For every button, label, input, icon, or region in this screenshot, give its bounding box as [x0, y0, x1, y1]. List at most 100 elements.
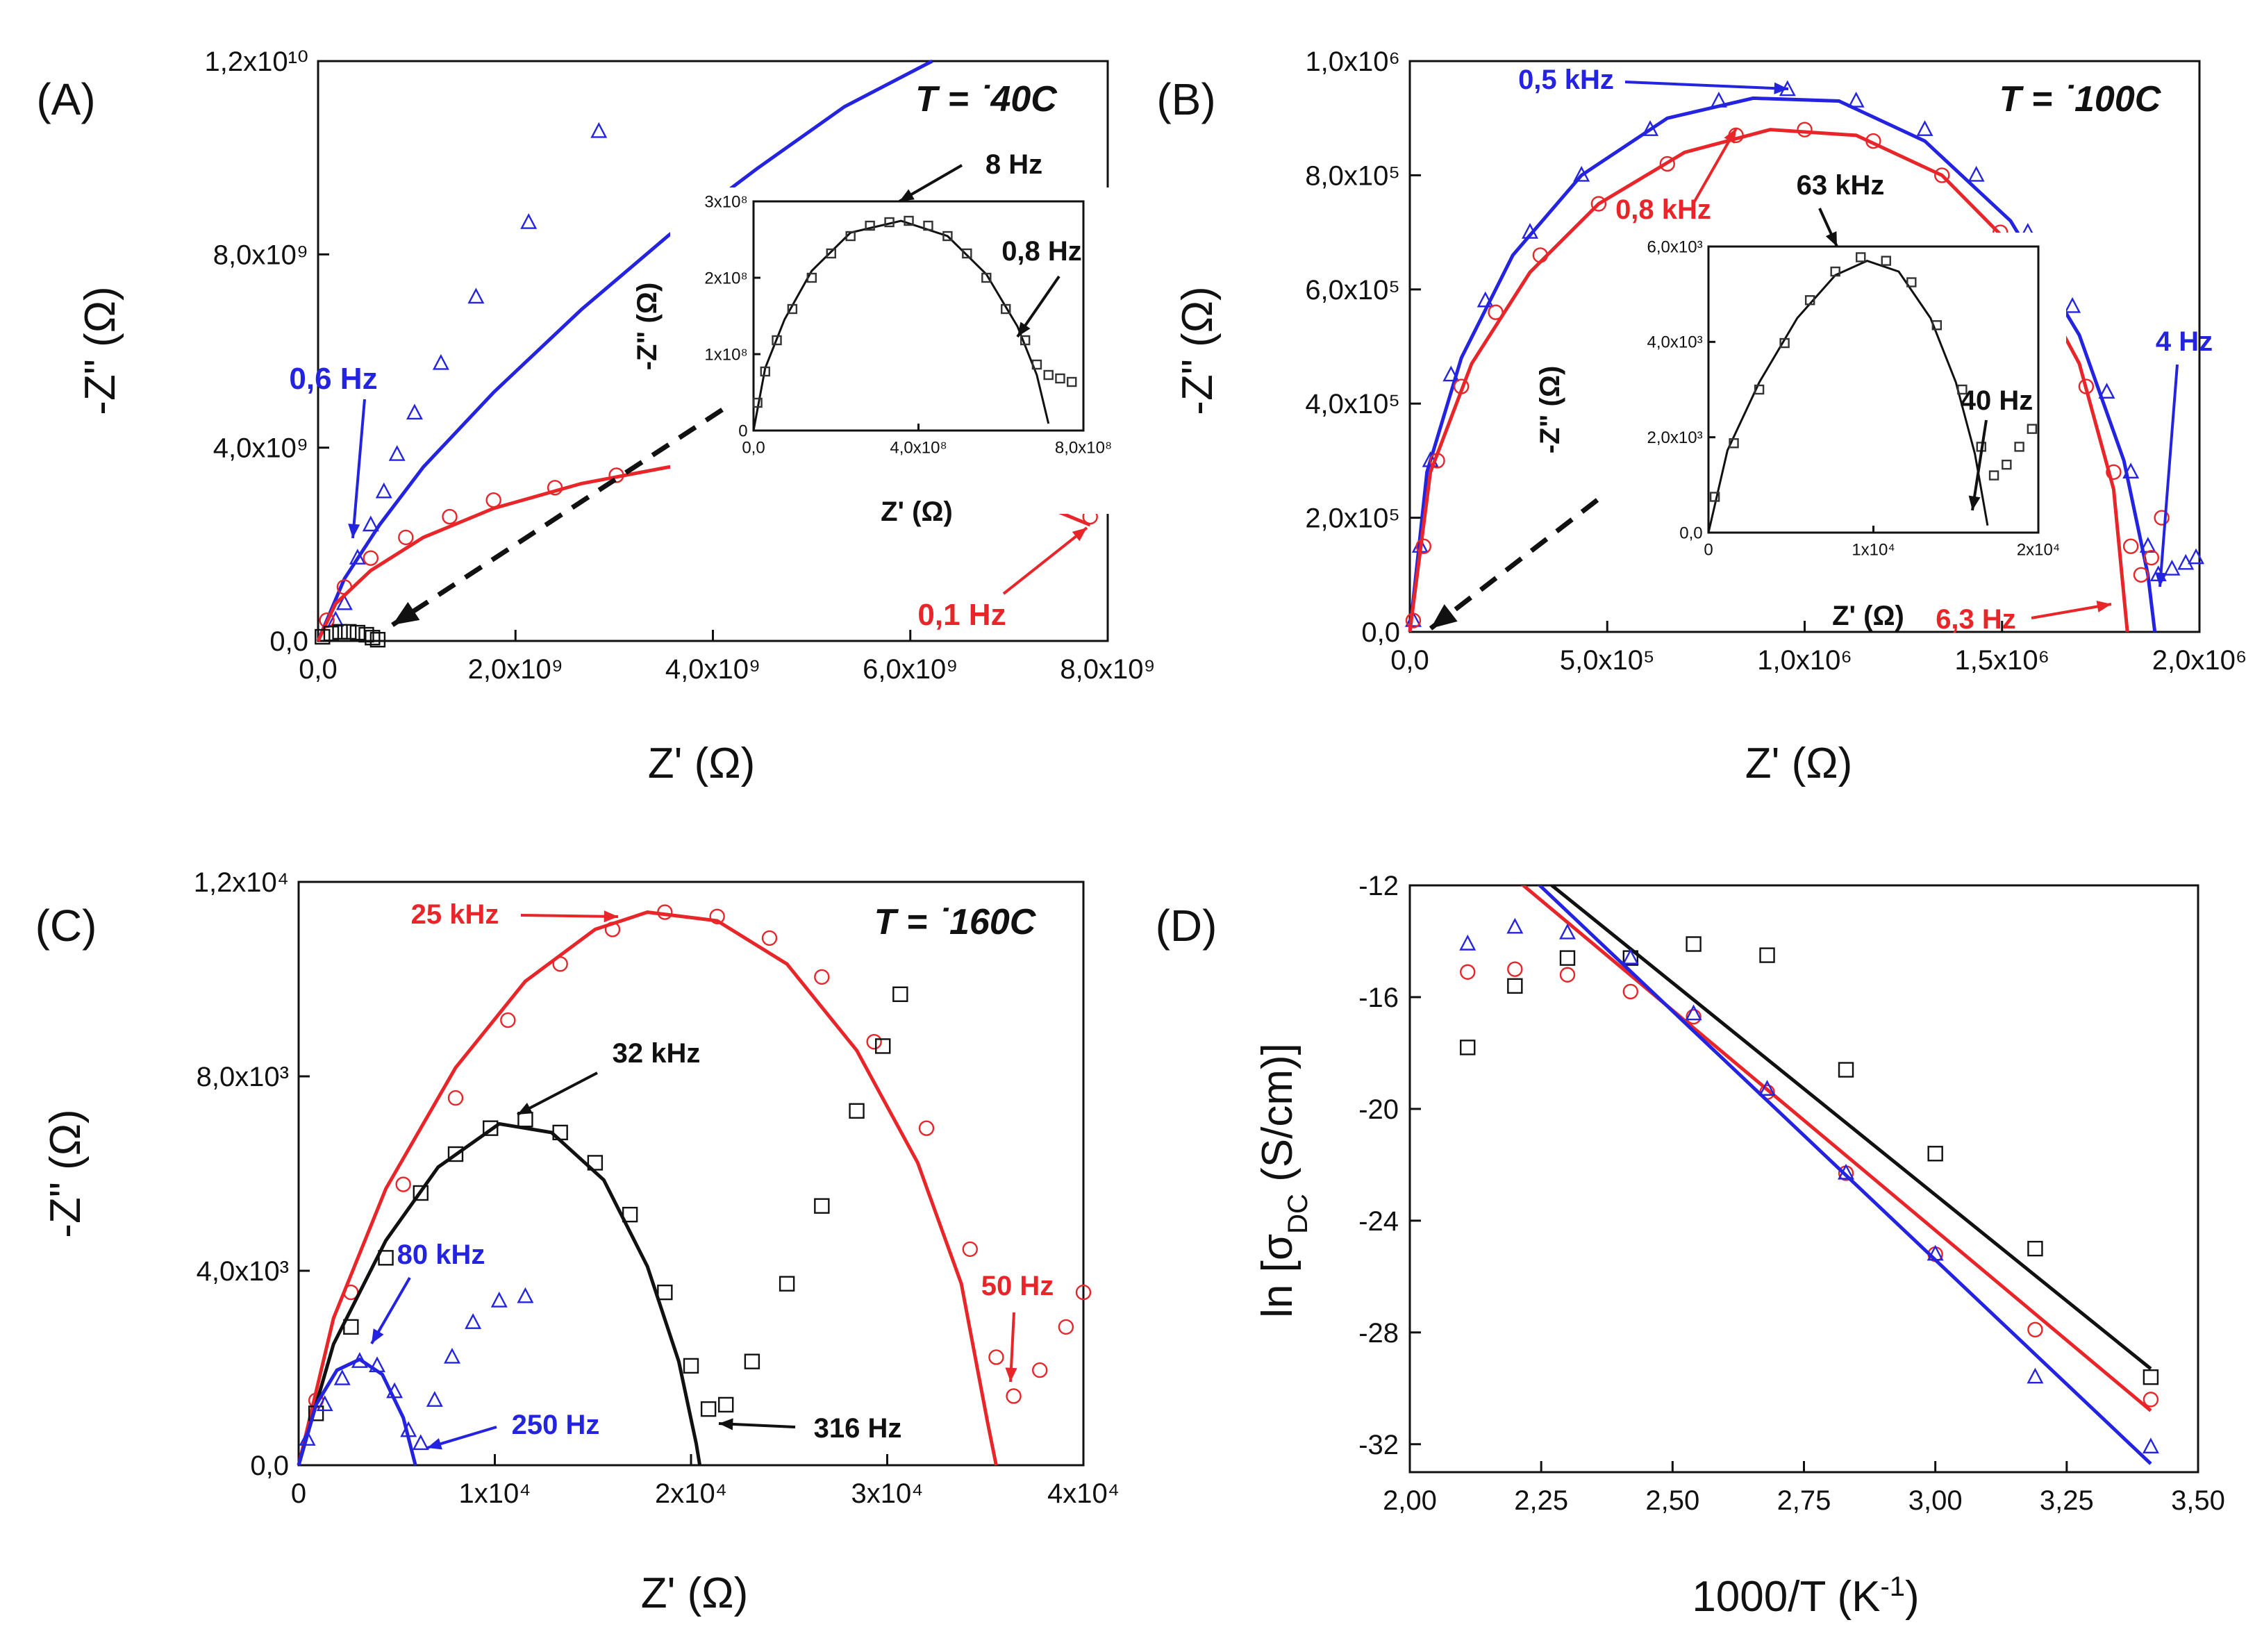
x-tick-label: 8,0x10⁹: [1060, 654, 1155, 685]
data-point-square: [744, 1353, 760, 1369]
data-point-circle: [918, 1120, 935, 1136]
annotation-arrow-40hz: [1971, 419, 1988, 511]
data-point-circle: [709, 908, 725, 924]
data-point-square: [1559, 950, 1576, 966]
x-tick-label: 0,0: [299, 654, 338, 685]
annotation-arrow-32khz: [517, 1071, 598, 1116]
annotation-0-1hz: 0,1 Hz: [917, 598, 1006, 632]
data-point-square: [1507, 978, 1523, 994]
x-tick-label: 2x10⁴: [655, 1478, 727, 1509]
data-point-triangle: [1847, 91, 1865, 108]
data-point-triangle: [1642, 120, 1659, 136]
x-tick-label: 6,0x10⁹: [863, 654, 958, 685]
data-point-triangle: [426, 1391, 443, 1407]
y-tick-label: -20: [1358, 1094, 1399, 1125]
annotation-arrow-25khz: [520, 914, 619, 918]
y-tick-label: 0,0: [250, 1451, 289, 1481]
panel-a: 0,0 2,0x10⁹ 4,0x10⁹ 6,0x10⁹ 8,0x10⁹ 0,0 4,0x10…: [36, 47, 1155, 787]
x-tick-label: 0: [291, 1478, 306, 1509]
data-point-triangle: [1758, 1080, 1776, 1096]
annotation-8hz: 8 Hz: [985, 149, 1042, 180]
data-point-square: [332, 624, 348, 640]
data-point-circle: [1488, 304, 1504, 320]
data-point-triangle: [2188, 548, 2205, 565]
data-point-square: [892, 986, 908, 1002]
data-point-square: [447, 1146, 464, 1162]
inset-y-tick-label: 0: [738, 422, 747, 440]
data-point-square: [1838, 1062, 1854, 1078]
x-tick-label: 2,0x10⁹: [468, 654, 563, 685]
x-tick-label: 3,00: [1908, 1485, 1963, 1516]
data-point-circle: [1075, 1284, 1092, 1301]
fit-line-blue: [1537, 885, 2152, 1465]
x-tick-label: 3,50: [2171, 1485, 2225, 1516]
x-tick-label: 3x10⁴: [851, 1478, 924, 1509]
y-tick-label: -32: [1358, 1430, 1399, 1460]
fit-line-blue: [1408, 96, 2157, 633]
data-point-circle: [1507, 961, 1523, 977]
data-point-circle: [398, 529, 414, 546]
data-point-square: [483, 1120, 499, 1136]
data-point-circle: [1006, 1388, 1022, 1404]
data-point-square: [413, 1185, 429, 1201]
data-point-circle: [552, 956, 568, 972]
data-point-triangle: [1476, 291, 1494, 308]
data-point-triangle: [1459, 934, 1476, 951]
data-point-square: [760, 366, 770, 377]
x-tick-label: 1,0x10⁶: [1757, 645, 1852, 676]
data-point-triangle: [1710, 91, 1727, 108]
data-point-square: [1856, 252, 1866, 262]
y-tick-label: 8,0x10⁵: [1305, 160, 1400, 191]
annotation-80khz: 80 kHz: [397, 1240, 485, 1270]
annotation-arrow-80khz-head: [372, 1328, 384, 1344]
inset-x-tick-label: 0: [1704, 540, 1713, 559]
annotation-arrow-316hz-head: [719, 1418, 733, 1430]
data-point-circle: [2143, 1392, 2159, 1408]
annotation-arrow-0-6hz-head: [348, 524, 360, 538]
inset-pointer-arrow: [391, 408, 724, 627]
data-point-circle: [988, 1349, 1004, 1365]
data-point-square: [587, 1155, 604, 1171]
data-point-square: [779, 1276, 795, 1292]
inset-background: [1625, 233, 2066, 616]
data-point-square: [1460, 1040, 1476, 1056]
x-tick-label: 2,25: [1514, 1485, 1568, 1516]
data-point-triangle: [2098, 383, 2115, 399]
annotation-6-3hz: 6,3 Hz: [1936, 604, 2016, 635]
inset-pointer-arrow-head: [1431, 604, 1458, 628]
x-tick-label: 5,0x10⁵: [1560, 645, 1655, 676]
data-point-square: [772, 335, 782, 346]
inset-x-axis-label: Z' (Ω): [881, 497, 953, 527]
data-point-circle: [1686, 1008, 1702, 1025]
data-point-square: [845, 231, 856, 242]
data-point-circle: [1032, 1362, 1048, 1378]
fit-line-blue: [297, 1357, 417, 1466]
plot-frame: [297, 881, 1085, 1467]
data-point-square: [875, 1038, 891, 1054]
annotation-arrow-0-6hz: [351, 399, 366, 539]
data-point-triangle: [335, 594, 353, 610]
data-point-square: [904, 215, 914, 226]
data-point-circle: [1590, 196, 1607, 212]
x-tick-label: 2,0x10⁶: [2152, 645, 2246, 676]
data-point-triangle: [2122, 462, 2140, 479]
data-point-circle: [1865, 133, 1881, 149]
data-point-square: [1957, 384, 1968, 395]
data-point-square: [2143, 1369, 2159, 1385]
data-point-square: [718, 1396, 734, 1413]
x-tick-label: 1,5x10⁶: [1954, 645, 2049, 676]
data-point-square: [2027, 424, 2038, 434]
data-point-circle: [395, 1176, 411, 1192]
data-point-triangle: [465, 1313, 482, 1329]
data-point-square: [365, 630, 381, 646]
data-point-triangle: [2163, 560, 2181, 576]
inset-y-tick-label: 3x10⁸: [704, 192, 747, 211]
y-tick-label: 6,0x10⁵: [1305, 275, 1400, 306]
data-point-triangle: [406, 403, 423, 420]
data-point-circle: [442, 508, 458, 525]
data-point-triangle: [1573, 165, 1590, 182]
annotation-arrow-0-1hz: [1002, 526, 1088, 595]
data-point-triangle: [520, 213, 538, 229]
data-point-square: [517, 1112, 533, 1128]
